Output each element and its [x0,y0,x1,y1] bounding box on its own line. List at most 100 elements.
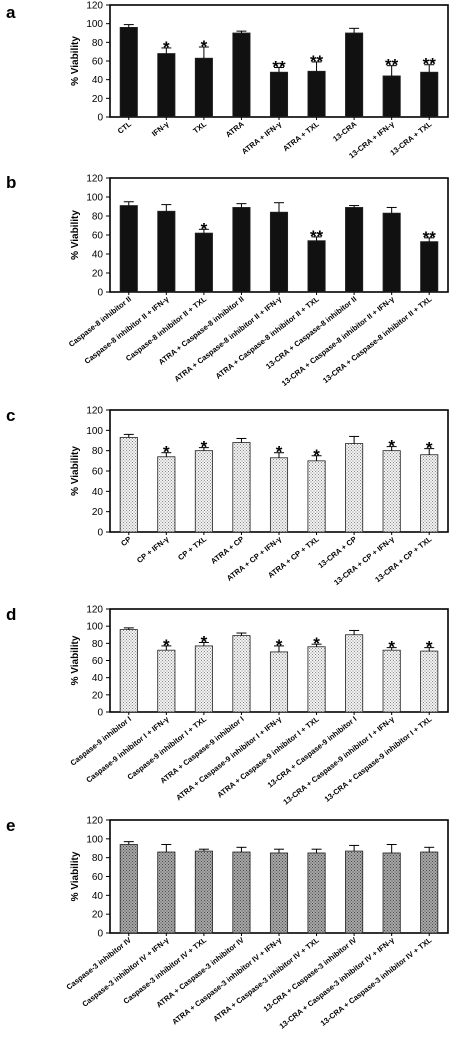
y-tick-label: 60 [92,467,104,478]
significance-marker: * [163,443,170,462]
bar [382,75,401,118]
x-tick-label: CP + TXL [176,534,208,562]
y-tick-label: 100 [86,193,103,204]
significance-marker: * [426,638,433,657]
y-tick-label: 60 [92,656,104,667]
x-tick-label: CTL [116,119,133,135]
significance-marker: * [313,446,320,465]
bar [307,240,326,293]
bar [157,53,176,118]
y-tick-label: 80 [92,639,104,650]
y-tick-label: 40 [92,487,104,498]
significance-marker: * [276,636,283,655]
significance-marker: * [201,438,208,457]
y-tick-label: 100 [86,426,103,437]
bar [307,646,326,713]
x-tick-label: CP + IFN-γ [135,534,171,565]
significance-marker: * [163,636,170,655]
significance-marker: * [313,634,320,653]
x-tick-label: ATRA [224,119,246,139]
bar [119,629,138,713]
bar [269,71,289,118]
bar [157,456,176,533]
bar [382,649,401,713]
y-tick-label: 20 [92,507,104,518]
bar [232,207,251,293]
y-axis-label: % Viability [70,446,81,496]
panel-b: b % Viability 0 20 40 60 80 100 120 Caspase-8 inh… [6,173,449,388]
bar [269,852,289,934]
panel-letter: c [6,406,15,425]
panel-letter: a [6,3,16,22]
bar [420,851,439,934]
y-tick-label: 60 [92,872,104,883]
x-tick-label: 13-CRA [331,119,359,143]
panel-e: e % Viability 0 20 40 60 80 100 120 Caspase-3 inh… [6,816,449,1031]
panel-letter: b [6,173,16,192]
panel-letter: e [6,816,15,835]
bar [345,634,364,713]
y-tick-label: 100 [86,834,103,845]
y-tick-label: 0 [97,929,103,940]
y-tick-label: 20 [92,690,104,701]
bar [119,844,138,934]
bar [420,650,439,713]
y-axis-label: % Viability [70,635,81,685]
bar [119,205,138,293]
bar [345,32,364,118]
bar [382,212,401,293]
y-tick-label: 40 [92,673,104,684]
y-tick-label: 100 [86,19,103,30]
bar [420,71,439,118]
x-tick-label: 13-CRA + TXL [388,119,433,157]
bar [420,241,439,293]
bar [269,211,289,293]
bar [194,57,213,118]
bar [345,207,364,293]
y-tick-label: 60 [92,57,104,68]
x-tick-label: TXL [191,119,208,135]
bar [232,851,251,934]
bar [194,850,213,934]
y-axis-label: % Viability [70,210,81,260]
bar [119,437,138,533]
significance-marker: ** [423,55,437,74]
y-tick-label: 20 [92,269,104,280]
y-tick-label: 120 [86,605,103,616]
panel-c: c % Viability 0 20 40 60 80 100 120 CP * CP + IFN-γ… [6,406,449,587]
x-tick-label: ATRA + IFN-γ [240,119,284,156]
significance-marker: * [388,638,395,657]
panel-letter: d [6,605,16,624]
bar [119,26,138,118]
bar [157,649,176,713]
bar [232,442,251,533]
y-tick-label: 120 [86,406,103,417]
significance-marker: * [201,37,208,56]
bar [420,454,439,533]
significance-marker: * [388,437,395,456]
x-tick-label: CP [119,534,133,548]
bar [382,852,401,934]
bar [345,850,364,934]
bar [194,645,213,713]
bar [232,635,251,713]
y-tick-label: 20 [92,94,104,105]
significance-marker: * [276,443,283,462]
x-tick-label: Caspase-9 inhibitor I [69,714,133,767]
bar [157,210,176,293]
significance-marker: ** [385,56,399,75]
x-tick-label: Caspase-3 inhibitor IV [65,935,134,992]
x-tick-label: ATRA + CP [209,534,246,565]
significance-marker: * [201,632,208,651]
y-tick-label: 120 [86,174,103,185]
significance-marker: ** [310,227,324,246]
panel-a: a % Viability 0 20 40 60 80 100 120 CTL * IFN-γ * TXL… [6,1,449,160]
bar [194,232,213,293]
x-tick-label: ATRA + TXL [281,119,321,153]
significance-marker: ** [310,52,324,71]
x-tick-label: Caspase-8 inhibitor II [67,294,133,348]
y-tick-label: 80 [92,212,104,223]
significance-marker: * [426,439,433,458]
bar [307,460,326,533]
